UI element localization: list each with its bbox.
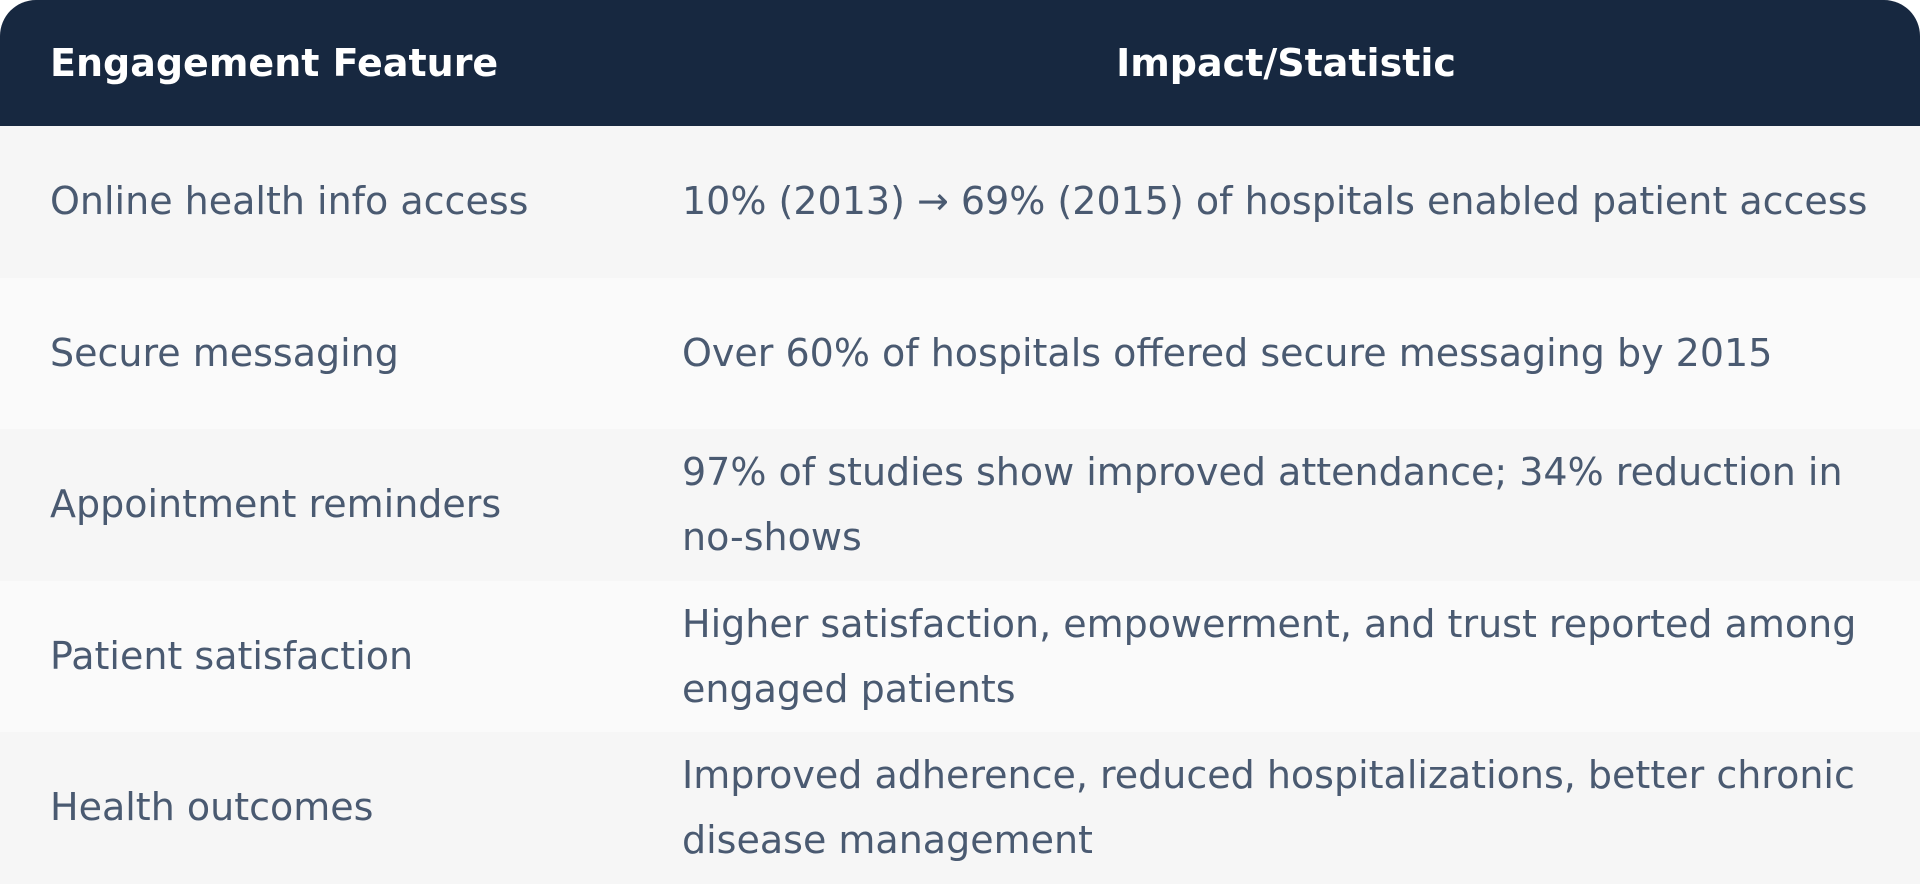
table-row: Patient satisfaction Higher satisfaction… (0, 580, 1920, 733)
row-feature: Secure messaging (50, 330, 399, 375)
row-feature: Health outcomes (50, 785, 374, 830)
row-feature: Patient satisfaction (50, 633, 414, 678)
row-impact: 97% of studies show improved attendance;… (682, 449, 1843, 559)
row-feature: Online health info access (50, 179, 529, 223)
header-feature: Engagement Feature (50, 41, 499, 85)
row-impact: Improved adherence, reduced hospitalizat… (682, 753, 1855, 863)
row-impact: 10% (2013) → 69% (2015) of hospitals ena… (682, 179, 1868, 224)
table-row: Online health info access 10% (2013) → 6… (0, 126, 1920, 278)
table-row: Appointment reminders 97% of studies sho… (0, 429, 1920, 581)
header-impact: Impact/Statistic (1116, 41, 1456, 85)
row-feature: Appointment reminders (50, 482, 502, 527)
table-row: Secure messaging Over 60% of hospitals o… (0, 277, 1920, 430)
row-impact: Over 60% of hospitals offered secure mes… (682, 330, 1773, 375)
table-row: Health outcomes Improved adherence, redu… (0, 732, 1920, 884)
row-impact: Higher satisfaction, empowerment, and tr… (682, 601, 1857, 711)
table-header: Engagement Feature Impact/Statistic (0, 0, 1920, 126)
